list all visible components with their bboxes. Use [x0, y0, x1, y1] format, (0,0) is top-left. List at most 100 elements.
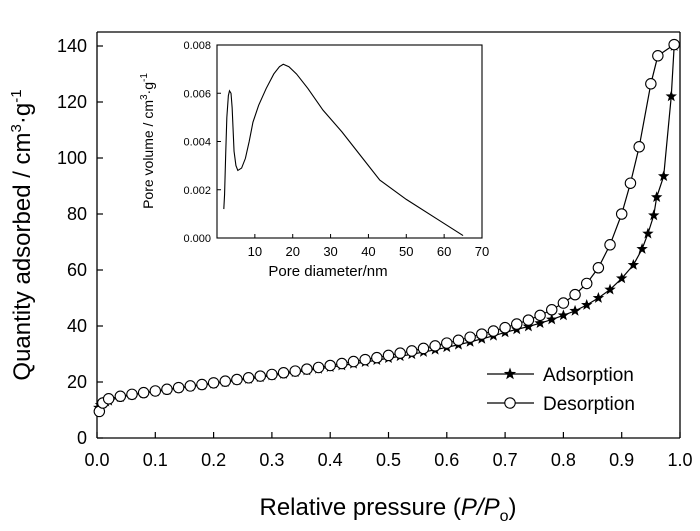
desorption-point	[242, 372, 255, 384]
desorption-point	[126, 388, 138, 401]
main-x-tick-label: 0.5	[376, 450, 401, 470]
inset-x-axis-label: Pore diameter/nm	[268, 263, 387, 280]
desorption-line	[98, 44, 675, 412]
inset-x-ticks: 10 20 30 40 50 60 70	[248, 234, 489, 259]
adsorption-point	[657, 170, 670, 182]
main-x-tick-label: 1.0	[667, 450, 692, 470]
adsorption-point	[636, 243, 648, 254]
desorption-point	[254, 370, 266, 382]
main-x-tick-label: 0.7	[493, 450, 518, 470]
desorption-point	[487, 325, 500, 337]
inset-y-ticks: 0.000 0.002 0.004 0.006 0.008	[183, 40, 221, 245]
main-y-tick-label: 40	[67, 316, 87, 336]
desorption-point	[102, 393, 115, 405]
desorption-point	[394, 347, 406, 359]
adsorption-point	[665, 90, 677, 102]
desorption-point	[266, 368, 278, 381]
desorption-point	[347, 355, 360, 368]
main-plot: 0.0 0.1 0.2 0.3 0.4 0.5 0.6 0.7 0.8 0.9 1.0 0 20 40 6…	[8, 31, 693, 525]
desorption-point	[184, 380, 197, 392]
legend-label-desorption: Desorption	[543, 394, 635, 415]
adsorption-point	[557, 309, 570, 321]
inset-x-tick-label: 70	[475, 244, 489, 259]
inset-x-tick-label: 50	[399, 244, 413, 259]
adsorption-point	[534, 317, 546, 329]
desorption-point	[604, 239, 616, 251]
main-x-ticks: 0.0 0.1 0.2 0.3 0.4 0.5 0.6 0.7 0.8 0.9 1.0	[84, 432, 693, 470]
legend-label-adsorption: Adsorption	[543, 365, 634, 386]
adsorption-point	[648, 209, 660, 221]
desorption-point	[545, 304, 558, 316]
inset-x-tick-label: 30	[323, 244, 337, 259]
desorption-point	[277, 367, 290, 379]
main-x-tick-label: 0.2	[201, 450, 226, 470]
adsorption-point	[546, 313, 558, 325]
desorption-point	[569, 288, 581, 301]
inset-x-tick-label: 40	[361, 244, 375, 259]
desorption-point	[624, 177, 637, 189]
desorption-point	[633, 141, 645, 153]
desorption-point	[452, 334, 465, 347]
main-y-ticks: 0 20 40 60 80 100 120 140	[57, 36, 103, 448]
desorption-point	[312, 361, 325, 374]
adsorption-point	[522, 320, 535, 332]
inset-x-tick-label: 60	[437, 244, 451, 259]
inset-y-tick-label: 0.006	[183, 88, 211, 100]
legend-item-adsorption: Adsorption	[487, 365, 634, 386]
main-x-axis-label: Relative pressure (P/Po)	[259, 494, 516, 525]
desorption-point	[114, 390, 127, 403]
desorption-point	[645, 78, 657, 90]
main-y-tick-label: 60	[67, 260, 87, 280]
adsorption-point	[627, 258, 640, 270]
main-x-tick-label: 0.3	[259, 450, 284, 470]
legend-circle-marker	[504, 397, 516, 409]
inset-y-tick-label: 0.000	[183, 233, 211, 245]
adsorption-point	[642, 227, 654, 239]
main-y-tick-label: 0	[77, 428, 87, 448]
desorption-point	[289, 365, 301, 377]
inset-y-axis-label: Pore volume / cm3·g-1	[139, 73, 156, 209]
desorption-point	[196, 378, 208, 391]
desorption-point	[534, 309, 546, 322]
main-y-tick-label: 100	[57, 148, 87, 168]
legend-star-marker	[503, 367, 517, 380]
adsorption-point	[592, 292, 605, 303]
desorption-point	[219, 375, 232, 387]
adsorption-point	[581, 299, 593, 310]
desorption-point	[371, 351, 383, 364]
adsorption-point	[604, 283, 616, 295]
desorption-point	[580, 277, 593, 290]
adsorption-point	[650, 191, 663, 203]
main-x-tick-label: 0.9	[609, 450, 634, 470]
desorption-point	[592, 262, 605, 274]
desorption-point	[359, 353, 371, 366]
desorption-point	[464, 331, 476, 343]
main-x-tick-label: 0.0	[84, 450, 109, 470]
desorption-point	[668, 38, 680, 51]
main-x-tick-label: 0.6	[434, 450, 459, 470]
desorption-point	[522, 314, 535, 326]
inset-plot: 10 20 30 40 50 60 70 0.000 0.002 0.004 0.006 0.008…	[139, 40, 489, 280]
main-y-tick-label: 120	[57, 92, 87, 112]
inset-series	[223, 63, 464, 237]
desorption-point	[557, 297, 570, 309]
main-x-tick-label: 0.1	[143, 450, 168, 470]
main-x-tick-label: 0.8	[551, 450, 576, 470]
main-y-tick-label: 20	[67, 372, 87, 392]
inset-y-tick-label: 0.004	[183, 137, 211, 149]
main-y-tick-label: 80	[67, 204, 87, 224]
desorption-point	[301, 363, 313, 375]
legend: Adsorption Desorption	[487, 365, 635, 415]
desorption-point	[207, 377, 220, 389]
desorption-point	[172, 381, 185, 394]
desorption-point	[161, 383, 173, 396]
desorption-point	[511, 318, 523, 330]
main-x-tick-label: 0.4	[318, 450, 343, 470]
desorption-point	[137, 386, 150, 399]
main-y-tick-label: 140	[57, 36, 87, 56]
inset-y-tick-label: 0.008	[183, 40, 211, 52]
desorption-point	[149, 385, 162, 397]
desorption-point	[406, 345, 418, 357]
main-series	[93, 38, 680, 418]
